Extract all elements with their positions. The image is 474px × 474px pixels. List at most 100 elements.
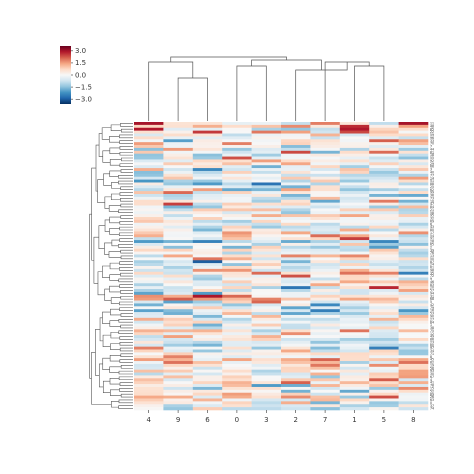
heatmap-cell [398,372,429,376]
heatmap-cell [134,297,164,301]
heatmap-cell [310,349,341,353]
column-tick-label: 1 [352,416,356,424]
dendrogram-link [109,216,121,224]
heatmap-cell [163,349,194,353]
heatmap-cell [369,378,399,382]
heatmap-cell [310,202,341,206]
heatmap-cell [339,289,370,293]
heatmap-cell [369,401,399,405]
heatmap-cell [134,363,164,368]
heatmap-cell [339,231,370,235]
heatmap-cell [134,349,164,353]
heatmap-cell [369,136,399,140]
heatmap-cell [192,139,223,143]
heatmap-cell [281,407,311,411]
heatmap-cell [222,242,252,247]
row-tick-label: 73 [430,196,434,200]
heatmap-cell [369,196,399,201]
row-tick-label: 48 [430,124,434,128]
heatmap-cell [163,297,194,301]
heatmap-cell [222,297,252,301]
heatmap-cell [163,407,194,411]
heatmap-cell [398,309,429,313]
heatmap-cell [251,384,282,388]
heatmap-cell [310,294,341,298]
heatmap-cell [369,381,399,385]
heatmap-cell [281,346,311,350]
heatmap-cell [134,280,164,284]
heatmap-cell [310,124,341,129]
heatmap-cell [251,366,282,370]
heatmap-cell [310,384,341,388]
heatmap-cell [222,291,252,296]
heatmap-cell [251,251,282,255]
row-tick-label: 68 [430,297,434,301]
heatmap-cell [192,363,223,368]
heatmap-cell [192,199,223,203]
heatmap-cell [310,361,341,365]
heatmap-cell [398,395,429,399]
heatmap-cell [310,263,341,267]
heatmap-cell [192,389,223,394]
heatmap-cell [222,392,252,396]
heatmap-cell [398,300,429,304]
heatmap-cell [134,225,164,229]
dendrogram-link [109,378,120,385]
heatmap-cell [398,381,429,385]
heatmap-cell [163,179,194,183]
dendrogram-link [104,196,112,209]
heatmap-cell [398,139,429,143]
heatmap-cell [369,168,399,172]
dendrogram-link [119,238,133,242]
heatmap-cell [339,404,370,408]
heatmap-cell [134,194,164,198]
heatmap-cell [339,355,370,359]
heatmap-cell [339,384,370,388]
heatmap-cell [192,196,223,201]
heatmap-cell [192,407,223,411]
heatmap-cell [398,369,429,373]
heatmap-cell [222,280,252,284]
heatmap-cell [192,375,223,379]
heatmap-cell [281,242,311,247]
heatmap-cell [192,369,223,373]
heatmap-cell [222,355,252,359]
heatmap-cell [369,286,399,290]
dendrogram-link [120,353,133,358]
heatmap-cell [134,277,164,281]
heatmap-cell [398,286,429,290]
heatmap-cell [251,202,282,206]
dendrogram-link [119,226,133,231]
heatmap-cell [192,268,223,273]
heatmap-cell [310,363,341,368]
heatmap-cell [369,185,399,189]
heatmap-cell [251,130,282,134]
heatmap-cell [222,202,252,206]
heatmap-cell [281,271,311,275]
row-tick-label: 25 [430,185,434,189]
row-tick-label: 39 [430,248,434,252]
heatmap-cell [398,260,429,264]
heatmap-cell [398,384,429,388]
row-tick-label: 32 [430,217,434,221]
heatmap-cell [281,335,311,339]
heatmap-cell [398,291,429,296]
heatmap-cell [369,170,399,175]
heatmap-cell [369,291,399,296]
dendrogram-link [108,251,122,258]
heatmap-cell [369,188,399,192]
row-tick-label: 46 [430,280,434,284]
heatmap-cell [192,378,223,382]
heatmap-cell [134,234,164,238]
row-tick-label: 28 [430,240,434,244]
row-tick-label: 17 [430,231,434,235]
heatmap-cell [310,245,341,250]
heatmap-cell [398,257,429,261]
heatmap-cell [398,240,429,244]
heatmap-cell [222,349,252,353]
heatmap-cell [192,398,223,402]
row-tick-label: 55 [430,156,434,160]
heatmap-cell [251,277,282,281]
heatmap-cell [369,338,399,342]
dendrogram-link [97,179,105,203]
